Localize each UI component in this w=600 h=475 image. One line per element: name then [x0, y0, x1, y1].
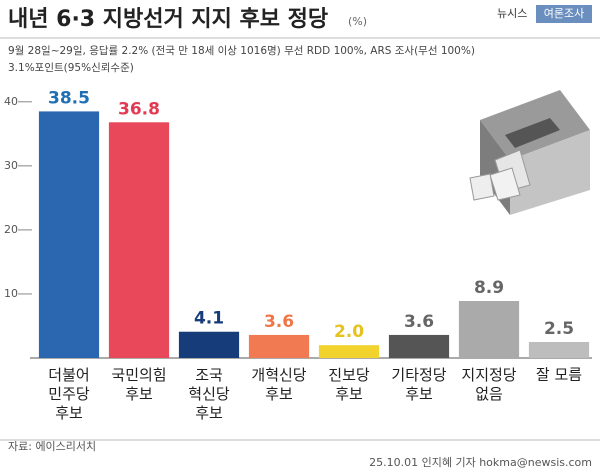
x-tick-label: 조국 혁신당 후보: [188, 366, 230, 422]
value-label: 36.8: [118, 99, 160, 119]
x-tick-label: 더불어 민주당 후보: [48, 366, 90, 422]
bar: [318, 345, 380, 358]
bar: [38, 111, 100, 359]
value-label: 2.0: [334, 322, 364, 342]
bar: [248, 334, 310, 358]
subtitle: 9월 28일~29일, 응답률 2.2% (전국 만 18세 이상 1016명)…: [8, 44, 475, 57]
chart-title: 내년 6·3 지방선거 지지 후보 정당: [8, 7, 328, 32]
value-label: 2.5: [544, 319, 574, 339]
value-label: 3.6: [404, 312, 434, 332]
y-tick-label: 20: [4, 223, 18, 236]
value-label: 4.1: [194, 309, 224, 329]
x-tick-label: 진보당 후보: [328, 366, 370, 403]
bar: [388, 334, 450, 358]
bar: [178, 331, 240, 358]
value-label: 8.9: [474, 278, 504, 298]
x-tick-label: 지지정당 없음: [461, 366, 516, 403]
x-tick-label: 개혁신당 후보: [251, 366, 306, 403]
x-tick-label: 기타정당 후보: [391, 366, 446, 403]
bar: [528, 341, 590, 358]
value-label: 3.6: [264, 312, 294, 332]
y-tick-label: 10: [4, 287, 18, 300]
x-tick-label: 국민의힘 후보: [111, 366, 166, 403]
ballot-box: [469, 90, 590, 215]
value-label: 38.5: [48, 88, 90, 108]
x-tick-label: 잘 모름: [536, 366, 582, 384]
badge: 여론조사: [544, 7, 584, 20]
subtitle: 3.1%포인트(95%신뢰수준): [8, 62, 134, 74]
source: 자료: 에이스리서치: [8, 440, 96, 453]
y-tick-label: 30: [4, 159, 18, 172]
brand: 뉴시스: [497, 7, 527, 20]
badge-bg: [536, 5, 592, 23]
credit: 25.10.01 인지혜 기자 hokma@newsis.com: [369, 456, 592, 469]
y-tick-label: 40: [4, 95, 18, 108]
bar: [458, 300, 520, 358]
bar: [108, 122, 170, 358]
unit: (%): [348, 15, 367, 28]
